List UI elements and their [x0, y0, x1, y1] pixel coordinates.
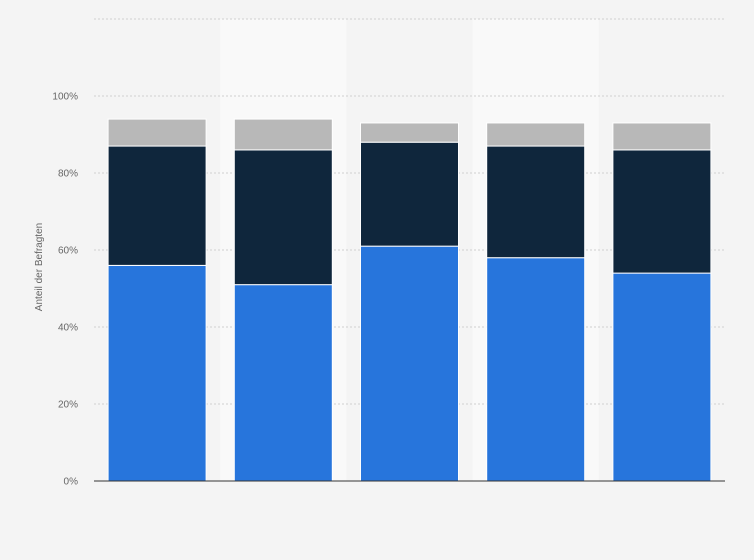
y-tick-label: 40%: [58, 323, 78, 334]
bars: [107, 118, 712, 482]
y-axis-title: Anteil der Befragten: [34, 223, 45, 311]
bar-segment-s0-c2[interactable]: [360, 245, 459, 482]
y-tick-label: 20%: [58, 400, 78, 411]
y-tick-label: 100%: [52, 92, 78, 103]
bar-segment-s2-c2[interactable]: [360, 122, 459, 143]
bar-segment-s0-c1[interactable]: [233, 284, 333, 482]
y-tick-label: 80%: [58, 169, 78, 180]
bar-segment-s1-c1[interactable]: [233, 149, 333, 286]
bar-segment-s2-c3[interactable]: [486, 122, 586, 147]
y-tick-label: 60%: [58, 246, 78, 257]
bar-segment-s0-c4[interactable]: [612, 272, 712, 482]
y-axis-ticks: 0% 20% 40% 60% 80% 100%: [52, 92, 78, 488]
bar-segment-s2-c4[interactable]: [612, 122, 712, 151]
y-tick-label: 0%: [64, 477, 79, 488]
bar-segment-s0-c3[interactable]: [486, 257, 586, 482]
bar-segment-s1-c0[interactable]: [107, 145, 207, 266]
bar-segment-s1-c2[interactable]: [360, 141, 459, 247]
bar-segment-s2-c0[interactable]: [107, 118, 207, 147]
bar-segment-s1-c3[interactable]: [486, 145, 586, 259]
bar-segment-s1-c4[interactable]: [612, 149, 712, 274]
bar-segment-s2-c1[interactable]: [233, 118, 333, 151]
bar-segment-s0-c0[interactable]: [107, 264, 207, 482]
